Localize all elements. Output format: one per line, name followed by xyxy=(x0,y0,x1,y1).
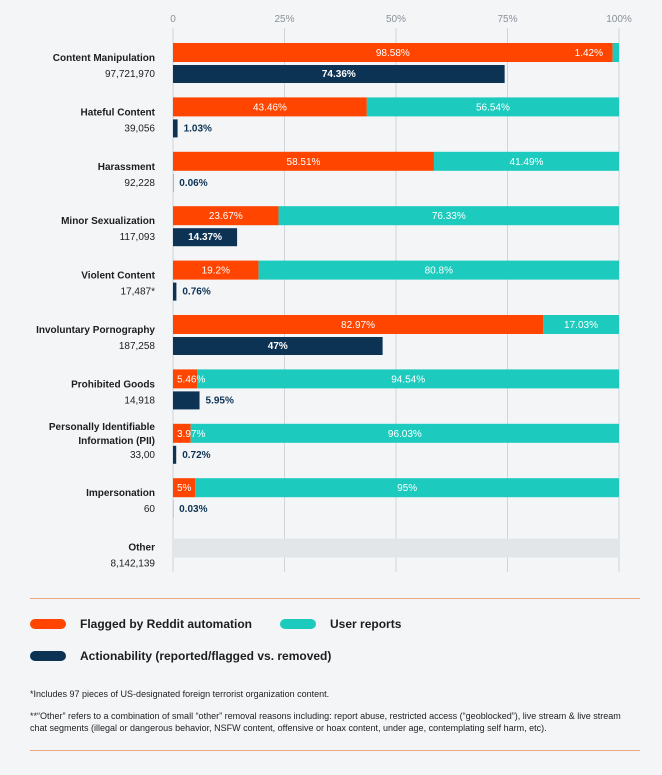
bar-actionability-label: 0.76% xyxy=(182,287,210,298)
x-tick-label: 0 xyxy=(170,14,176,25)
bar-automation xyxy=(173,151,434,171)
bar-actionability-label: 5.95% xyxy=(206,395,234,406)
bar-automation xyxy=(173,369,198,389)
bar-actionability-label: 74.36% xyxy=(322,69,356,80)
legend-label-automation: Flagged by Reddit automation xyxy=(80,617,253,631)
category-count: 117,093 xyxy=(120,232,156,243)
bar-user-reports xyxy=(195,478,620,498)
category-count: 8,142,139 xyxy=(111,559,156,570)
bar-user-reports-label: 80.8% xyxy=(425,266,453,277)
bar-actionability-label: 0.72% xyxy=(182,450,210,461)
footnote-terrorist-content: *Includes 97 pieces of US-designated for… xyxy=(30,689,330,699)
bar-automation xyxy=(173,423,191,443)
bar-user-reports-label: 56.54% xyxy=(476,102,510,113)
bar-user-reports xyxy=(366,97,619,117)
bar-actionability xyxy=(173,282,177,301)
bar-actionability xyxy=(173,391,200,410)
bar-user-reports xyxy=(543,315,619,334)
category-label: Minor Sexualization xyxy=(61,216,155,227)
stacked-bar-chart: 0 25% 50% 75% 100% Content Manipulation 97,721… xyxy=(36,14,632,572)
bar-automation-label: 19.2% xyxy=(202,266,230,277)
bar-automation-label: 58.51% xyxy=(287,157,321,168)
bar-user-reports-label: 76.33% xyxy=(432,211,466,222)
category-count: 97,721,970 xyxy=(105,69,155,80)
bar-user-reports xyxy=(433,151,619,171)
bar-user-reports-label: 1.42% xyxy=(575,48,603,59)
bar-automation-label: 5.46% xyxy=(177,374,205,385)
bar-automation-label: 82.97% xyxy=(341,320,375,331)
category-label: Prohibited Goods xyxy=(71,379,155,390)
category-label: Personally Identifiable Information (PII) xyxy=(49,422,156,447)
bar-user-reports xyxy=(612,43,619,62)
legend-swatch-automation xyxy=(30,619,66,629)
bar-automation-label: 5% xyxy=(177,483,192,494)
bar-actionability xyxy=(173,445,177,464)
bar-automation-label: 43.46% xyxy=(253,102,287,113)
bar-user-reports-label: 17.03% xyxy=(564,320,598,331)
bar-automation xyxy=(173,315,544,334)
bar-automation xyxy=(173,43,613,62)
category-label: Content Manipulation xyxy=(53,53,155,64)
bar-actionability-label: 0.06% xyxy=(179,178,207,189)
bar-user-reports xyxy=(190,423,619,443)
legend-divider-bottom xyxy=(30,750,640,751)
legend-label-actionability: Actionability (reported/flagged vs. remo… xyxy=(80,649,332,663)
category-count: 14,918 xyxy=(124,395,155,406)
bar-automation xyxy=(173,206,279,226)
bar-actionability xyxy=(173,228,238,247)
bar-automation xyxy=(173,97,367,117)
category-count: 60 xyxy=(144,504,156,515)
bar-actionability-label: 0.03% xyxy=(179,504,207,515)
bar-actionability xyxy=(173,65,505,83)
bar-user-reports-label: 95% xyxy=(397,483,417,494)
legend-divider-top xyxy=(30,598,640,599)
category-label: Violent Content xyxy=(81,271,155,282)
bar-actionability-label: 47% xyxy=(268,341,288,352)
legend-swatch-user-reports xyxy=(280,619,316,629)
category-label: Involuntary Pornography xyxy=(36,325,155,336)
bar-other xyxy=(173,538,619,558)
bar-automation-label: 23.67% xyxy=(209,211,243,222)
bar-user-reports-label: 94.54% xyxy=(391,374,425,385)
category-label: Harassment xyxy=(98,162,156,173)
bar-user-reports xyxy=(278,206,619,226)
category-count: 33,00 xyxy=(130,450,155,461)
legend-swatch-actionability xyxy=(30,651,66,661)
category-count: 17,487* xyxy=(121,287,156,298)
bar-automation-label: 98.58% xyxy=(376,48,410,59)
x-tick-label: 25% xyxy=(274,14,294,25)
bar-user-reports-label: 96.03% xyxy=(388,429,422,440)
x-tick-label: 100% xyxy=(606,14,632,25)
category-label: Other xyxy=(128,543,155,554)
category-label: Hateful Content xyxy=(81,107,156,118)
bar-user-reports xyxy=(258,260,619,280)
bar-automation xyxy=(173,478,196,498)
bar-automation xyxy=(173,260,259,280)
category-count: 187,258 xyxy=(119,341,156,352)
category-count: 39,056 xyxy=(124,123,155,134)
bar-actionability-label: 14.37% xyxy=(188,232,222,243)
legend-label-user-reports: User reports xyxy=(330,617,402,631)
bar-actionability xyxy=(173,119,178,138)
category-label: Impersonation xyxy=(86,488,155,499)
bar-actionability xyxy=(173,337,383,355)
bar-user-reports-label: 41.49% xyxy=(510,157,544,168)
category-count: 92,228 xyxy=(124,178,155,189)
bar-user-reports xyxy=(197,369,619,389)
bar-actionability-label: 1.03% xyxy=(184,123,212,134)
bar-automation-label: 3.97% xyxy=(177,429,205,440)
x-tick-label: 75% xyxy=(497,14,517,25)
x-tick-label: 50% xyxy=(386,14,406,25)
footnote-other-definition: **“Other” refers to a combination of sma… xyxy=(30,711,621,733)
